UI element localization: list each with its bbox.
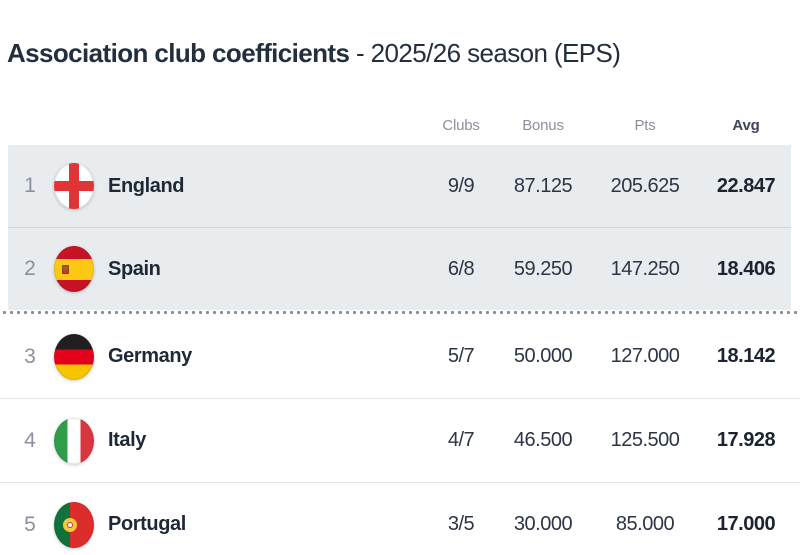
country-name[interactable]: Italy	[108, 429, 147, 451]
highlight-rows-divider	[8, 227, 791, 228]
bonus-value: 30.000	[513, 513, 573, 535]
pts-value: 147.250	[610, 257, 680, 280]
table-row-spain[interactable]: 2 Spain 6/8 59.250 147.250 18.406	[0, 228, 800, 310]
table-row-england[interactable]: 1 England 9/9 87.125 205.625 22.847	[0, 145, 800, 227]
table-row-portugal[interactable]: 5 Portugal 3/5 30.000 85.000 17.000	[0, 483, 800, 555]
england-flag-icon	[54, 163, 94, 209]
avg-value: 22.847	[716, 174, 776, 197]
avg-value: 17.000	[716, 513, 776, 535]
rank-value: 5	[24, 512, 36, 536]
clubs-value: 6/8	[447, 257, 475, 280]
portugal-flag-shield	[67, 521, 73, 528]
qualification-dotted-separator	[0, 310, 800, 315]
portugal-flag-icon	[54, 501, 94, 548]
rank-value: 2	[24, 257, 36, 280]
pts-value: 127.000	[610, 345, 680, 367]
bonus-value: 59.250	[513, 257, 573, 280]
clubs-value: 5/7	[447, 345, 475, 367]
country-name[interactable]: Germany	[108, 345, 192, 367]
col-header-avg: Avg	[732, 116, 760, 134]
germany-flag-icon	[54, 333, 94, 380]
avg-value: 17.928	[716, 429, 776, 451]
clubs-value: 3/5	[447, 513, 475, 535]
italy-flag-icon	[54, 417, 94, 464]
avg-value: 18.406	[716, 257, 776, 280]
page-title: Association club coefficients - 2025/26 …	[7, 37, 800, 69]
spain-flag-icon	[54, 246, 94, 292]
england-flag-cross-horizontal	[54, 181, 94, 191]
table-row-italy[interactable]: 4 Italy 4/7 46.500 125.500 17.928	[0, 399, 800, 483]
pts-value: 125.500	[610, 429, 680, 451]
country-name[interactable]: Spain	[108, 257, 161, 280]
bonus-value: 46.500	[513, 429, 573, 451]
page-title-main: Association club coefficients	[7, 38, 350, 68]
rank-value: 4	[24, 428, 36, 452]
pts-value: 205.625	[610, 174, 680, 197]
bonus-value: 87.125	[513, 174, 573, 197]
bonus-value: 50.000	[513, 345, 573, 367]
pts-value: 85.000	[615, 513, 675, 535]
clubs-value: 4/7	[447, 429, 475, 451]
spain-flag-crest	[62, 265, 69, 274]
avg-value: 18.142	[716, 345, 776, 367]
clubs-value: 9/9	[447, 174, 475, 197]
col-header-clubs: Clubs	[442, 116, 480, 134]
country-name[interactable]: Portugal	[108, 513, 186, 535]
country-name[interactable]: England	[108, 174, 185, 197]
rank-value: 1	[24, 174, 36, 197]
col-header-pts: Pts	[634, 116, 656, 134]
association-coefficients-page: Association club coefficients - 2025/26 …	[0, 37, 800, 555]
table-header-row: Clubs Bonus Pts Avg	[8, 115, 791, 135]
table-row-germany[interactable]: 3 Germany 5/7 50.000 127.000 18.142	[0, 315, 800, 399]
page-title-season-suffix: - 2025/26 season (EPS)	[355, 38, 621, 68]
rank-value: 3	[24, 344, 36, 368]
coefficients-table: 1 England 9/9 87.125 205.625 22.847 2	[0, 145, 800, 555]
col-header-bonus: Bonus	[522, 116, 564, 134]
